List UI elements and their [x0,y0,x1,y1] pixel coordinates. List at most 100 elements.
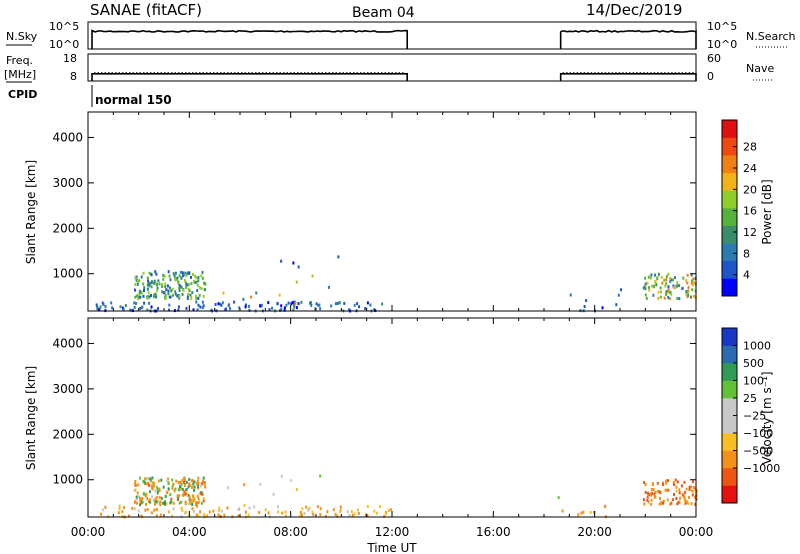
data-point [184,271,187,275]
data-point [110,301,113,305]
data-point [169,278,172,282]
data-point [305,505,308,509]
data-point [161,282,164,286]
data-point [158,502,161,506]
data-point [134,276,137,279]
data-point [137,293,140,297]
velocity-colorbar-tick-label: 1000 [743,340,771,353]
data-point [326,510,329,514]
data-point [187,287,190,291]
data-point [197,303,200,307]
xlabel: Time UT [366,541,417,554]
data-point [154,489,157,493]
data-point [196,289,199,292]
data-point [667,479,669,483]
data-point [174,487,177,491]
data-point [149,500,152,504]
data-point [166,284,169,288]
data-point [334,302,337,306]
data-point [158,489,161,493]
power-colorbar-band [722,225,737,244]
data-point [185,307,188,310]
data-point [201,300,204,304]
x-tick-label: 04:00 [172,525,207,539]
date-title: 14/Dec/2019 [586,1,682,19]
data-point [682,494,685,498]
data-point [293,305,296,309]
data-point [140,275,143,279]
data-point [188,271,191,275]
data-point [197,296,200,300]
data-point [379,505,382,508]
data-point [131,506,134,510]
data-point [338,301,341,305]
data-point [311,274,314,278]
data-point [178,296,181,300]
data-point [646,498,649,502]
data-point [164,284,167,288]
power-colorbar-band [722,137,737,156]
data-point [146,276,149,280]
data-point [194,503,197,507]
data-point [141,497,144,500]
data-point [187,292,190,296]
data-point [660,275,663,279]
velocity-colorbar-tick-label: −100 [743,427,773,440]
data-point [615,303,618,307]
data-point [589,510,592,514]
data-point [191,485,193,489]
data-point [184,500,187,504]
data-point [237,508,240,511]
velocity-ytick-label: 2000 [52,427,83,441]
data-point [648,286,650,290]
data-point [142,492,145,496]
data-point [191,291,194,295]
data-point [128,514,130,518]
data-point [158,282,161,286]
data-point [244,510,247,514]
data-point [155,514,158,518]
data-point [659,491,662,495]
data-point [140,501,143,505]
data-point [353,303,356,307]
data-point [180,500,183,504]
data-point [167,292,170,296]
data-point [688,488,691,491]
data-point [663,296,666,300]
data-point [295,488,298,491]
data-point [686,281,689,285]
velocity-ytick-label: 3000 [52,382,83,396]
data-point [168,295,171,299]
data-point [688,485,691,489]
data-point [139,291,142,295]
data-point [202,499,205,503]
data-point [303,512,306,515]
data-point [299,514,302,518]
data-point [691,288,694,292]
data-point [693,486,695,489]
data-point [670,292,673,296]
data-point [248,304,250,308]
data-point [133,507,136,511]
data-point [146,497,149,501]
data-point [156,491,159,495]
data-point [332,508,335,512]
data-point [155,495,158,499]
data-point [142,282,145,286]
velocity-panel: 1000 2000 3000 4000 Slant Range [km] 1000 50… [24,317,780,519]
data-point [650,498,653,502]
nsky-series-segment-0 [91,29,408,49]
data-point [139,295,142,299]
data-point [366,505,369,508]
data-point [143,289,145,292]
data-point [280,475,283,478]
data-point [287,301,290,305]
data-point [133,301,136,305]
x-tick-label: 20:00 [577,525,612,539]
data-point [148,483,151,487]
data-point [133,306,136,309]
data-point [181,509,184,513]
data-point [665,278,668,282]
cpid-label: CPID [8,88,37,101]
data-point [201,276,204,280]
